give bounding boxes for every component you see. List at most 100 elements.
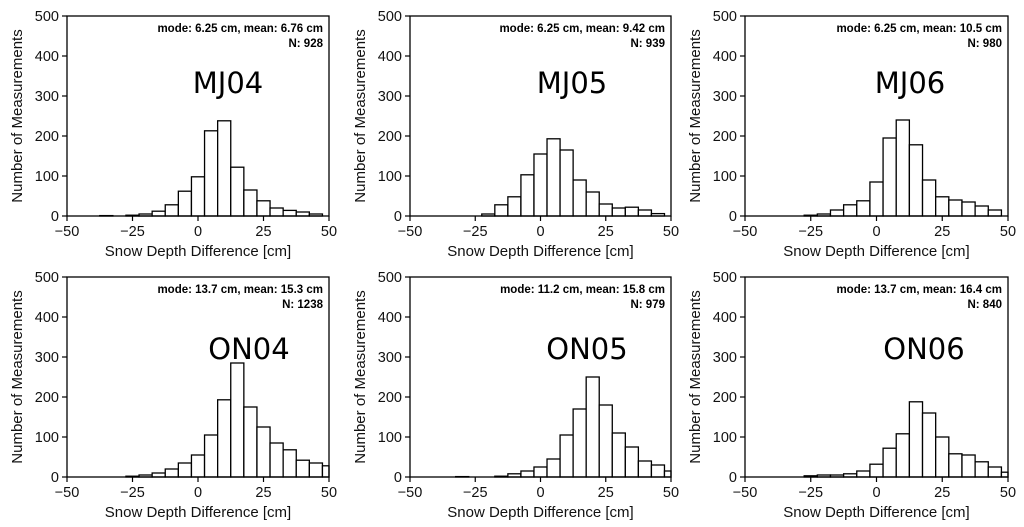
histogram-bar [869,181,884,217]
histogram-bar [230,362,245,478]
y-tick-label: 300 [35,350,59,366]
x-tick-label: 0 [872,485,880,501]
y-tick-label: 300 [713,89,737,105]
histogram-bar [559,149,574,217]
stats-count: N: 840 [967,299,1002,311]
x-tick-label: −50 [55,485,80,501]
histogram-bar [190,454,206,478]
histogram-bar [164,204,179,217]
panel-label: ON06 [883,332,964,366]
x-tick-label: 50 [321,224,337,240]
x-tick-label: −50 [55,224,80,240]
histogram-bar [908,144,924,217]
histogram-bar [935,436,950,478]
histogram-bar [533,466,548,478]
y-tick-label: 300 [378,89,402,105]
y-tick-label: 300 [713,350,737,366]
histogram-bar [935,196,950,217]
y-tick-label: 500 [713,9,737,25]
y-tick-label: 400 [35,310,59,326]
histogram-bar [203,130,219,217]
y-tick-label: 100 [713,430,737,446]
histogram-bar [546,138,561,217]
histogram-bar [559,434,574,478]
y-tick-label: 100 [35,430,59,446]
x-tick-label: 0 [536,485,544,501]
y-tick-label: 100 [378,169,402,185]
histogram-bar [256,426,271,478]
y-tick-label: 400 [378,49,402,65]
histogram-bar [869,463,884,478]
histogram-bar [908,401,924,478]
x-tick-label: −25 [120,485,145,501]
histogram-bar [572,179,587,217]
histogram-bar [987,209,1003,217]
x-tick-label: 25 [598,485,614,501]
y-tick-label: 300 [35,89,59,105]
x-tick-label: −25 [798,485,823,501]
x-tick-label: 50 [663,224,679,240]
histogram-bar [961,201,976,217]
histogram-bar [961,454,976,478]
panel-label: ON04 [208,332,289,366]
histogram-bar [842,204,858,217]
histogram-bar [856,470,871,478]
y-tick-label: 100 [378,430,402,446]
x-tick-label: 50 [1000,224,1016,240]
x-axis-label: Snow Depth Difference [cm] [105,504,291,521]
stats-mode-mean: mode: 11.2 cm, mean: 15.8 cm [500,284,665,296]
stats-mode-mean: mode: 13.7 cm, mean: 16.4 cm [836,284,1002,296]
x-tick-label: −50 [733,224,758,240]
y-tick-label: 200 [35,129,59,145]
histogram-bar [282,209,297,217]
histogram-bar [243,189,258,217]
histogram-bar [650,464,666,478]
y-axis-label: Number of Measurements [352,29,369,202]
histogram-bar [282,449,297,478]
y-axis-label: Number of Measurements [687,290,704,463]
y-tick-label: 200 [378,129,402,145]
histogram-bar [507,196,522,217]
stats-mode-mean: mode: 6.25 cm, mean: 10.5 cm [836,23,1002,35]
stats-count: N: 980 [967,38,1002,50]
panel-label: MJ04 [193,66,263,100]
y-tick-label: 100 [35,169,59,185]
y-axis-label: Number of Measurements [9,29,26,202]
panel-label: ON05 [546,332,627,366]
histogram-bar [598,404,613,478]
x-axis-label: Snow Depth Difference [cm] [447,243,633,260]
histogram-bar [151,210,166,217]
histogram-bar [269,442,284,478]
y-tick-label: 0 [51,470,59,486]
histogram-bar [177,462,193,478]
histogram-bar [611,207,626,217]
stats-count: N: 939 [630,38,665,50]
y-tick-label: 200 [35,390,59,406]
y-tick-label: 0 [394,470,402,486]
y-tick-label: 200 [378,390,402,406]
y-tick-label: 200 [713,390,737,406]
x-tick-label: 50 [321,485,337,501]
y-tick-label: 300 [378,350,402,366]
y-tick-label: 100 [713,169,737,185]
x-tick-label: −50 [398,485,423,501]
x-tick-label: 50 [1000,485,1016,501]
x-tick-label: −25 [120,224,145,240]
y-tick-label: 0 [51,209,59,225]
histogram-bar [974,461,989,478]
histogram-bar [216,120,232,217]
histogram-bar [895,119,911,217]
histogram-bar [164,468,179,478]
panel-label: MJ05 [537,66,607,100]
x-tick-label: 50 [663,485,679,501]
x-tick-label: 25 [255,485,271,501]
x-tick-label: 25 [934,224,950,240]
x-tick-label: −25 [463,224,488,240]
x-tick-label: −25 [798,224,823,240]
histogram-bar [321,465,330,478]
x-axis-label: Snow Depth Difference [cm] [783,243,969,260]
histogram-bar [895,433,911,478]
histogram-bar [948,453,963,478]
histogram-bar [921,412,937,478]
